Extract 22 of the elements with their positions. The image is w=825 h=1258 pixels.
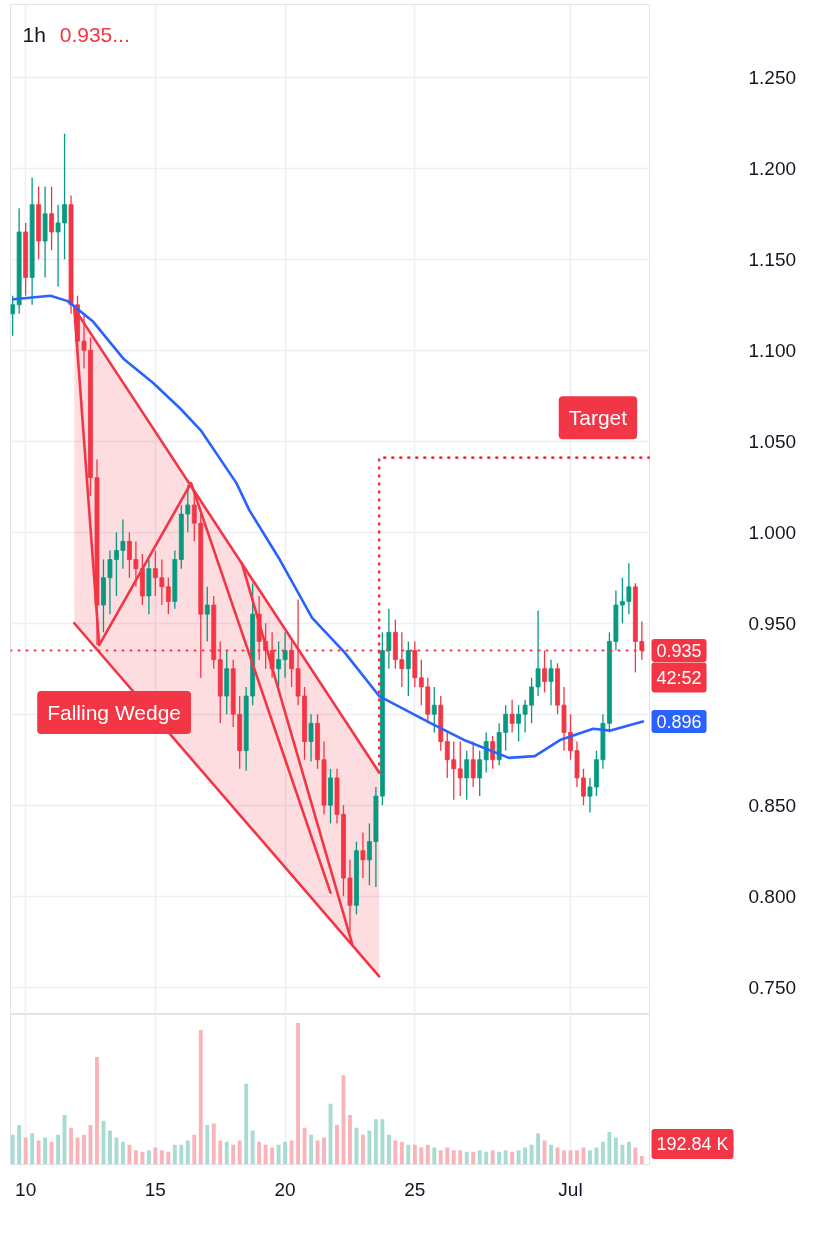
annotation: Falling Wedge (47, 700, 182, 724)
data-label: 0.896 (656, 712, 702, 733)
y-tick-label: 1.150 (748, 248, 797, 270)
y-tick-label: 1.050 (748, 430, 797, 452)
x-tick-label: 25 (404, 1178, 426, 1200)
text: 42:52 (656, 667, 702, 688)
text: 0.935... (59, 22, 130, 46)
text: 1h (22, 23, 46, 46)
y-tick-label: 0.750 (748, 976, 797, 998)
y-tick-label: 0.850 (748, 794, 797, 816)
y-tick-label: 1.000 (748, 521, 797, 543)
y-tick-label: 1.250 (748, 66, 797, 88)
x-tick-label: 10 (15, 1178, 37, 1200)
x-tick-label: 20 (274, 1178, 296, 1200)
y-tick-label: 1.100 (748, 339, 797, 361)
x-tick-label: Jul (558, 1178, 583, 1200)
y-tick-label: 0.800 (748, 885, 797, 907)
y-tick-label: 0.950 (748, 612, 797, 634)
x-tick-label: 15 (144, 1178, 166, 1200)
ref-line-label: 0.935 (656, 641, 702, 662)
annotation: Target (568, 406, 628, 430)
y-tick-label: 1.200 (748, 157, 797, 179)
